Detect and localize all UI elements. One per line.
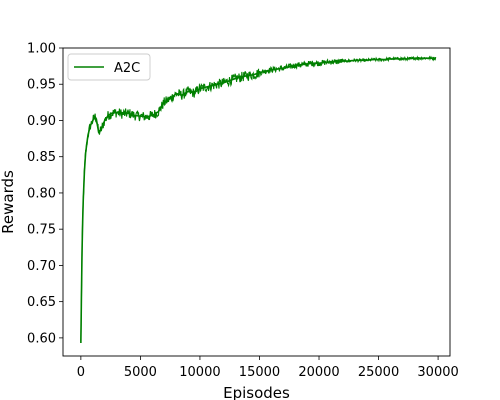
x-tick-label: 30000: [417, 365, 458, 380]
y-tick-label: 0.65: [27, 295, 56, 310]
y-tick-label: 0.95: [27, 78, 56, 93]
x-axis-ticks: 0 5000 10000 15000 20000 25000 30000: [77, 356, 459, 380]
y-tick-label: 0.80: [27, 186, 56, 201]
series-noise-band: [80, 55, 437, 342]
y-tick-label: 1.00: [27, 42, 56, 57]
legend-box: [67, 53, 151, 81]
y-tick-label: 0.60: [27, 331, 56, 346]
x-tick-label: 10000: [179, 365, 220, 380]
legend-label-a2c: A2C: [114, 61, 140, 76]
x-tick-label: 15000: [239, 365, 280, 380]
y-tick-label: 0.75: [27, 223, 56, 238]
y-tick-label: 0.70: [27, 259, 56, 274]
x-axis-label: Episodes: [223, 384, 290, 400]
series-noise-trace: [80, 55, 437, 342]
y-tick-label: 0.90: [27, 114, 56, 129]
x-tick-label: 20000: [298, 365, 339, 380]
y-axis-ticks: 0.60 0.65 0.70 0.75 0.80 0.85 0.90 0.95 1.00: [27, 42, 63, 346]
plot-area-frame: [62, 47, 451, 357]
x-tick-label: 5000: [124, 365, 157, 380]
y-axis-label: Rewards: [0, 170, 17, 234]
x-tick-label: 25000: [358, 365, 399, 380]
legend: A2C: [67, 53, 151, 81]
x-tick-label: 0: [77, 365, 85, 380]
y-tick-label: 0.85: [27, 150, 56, 165]
